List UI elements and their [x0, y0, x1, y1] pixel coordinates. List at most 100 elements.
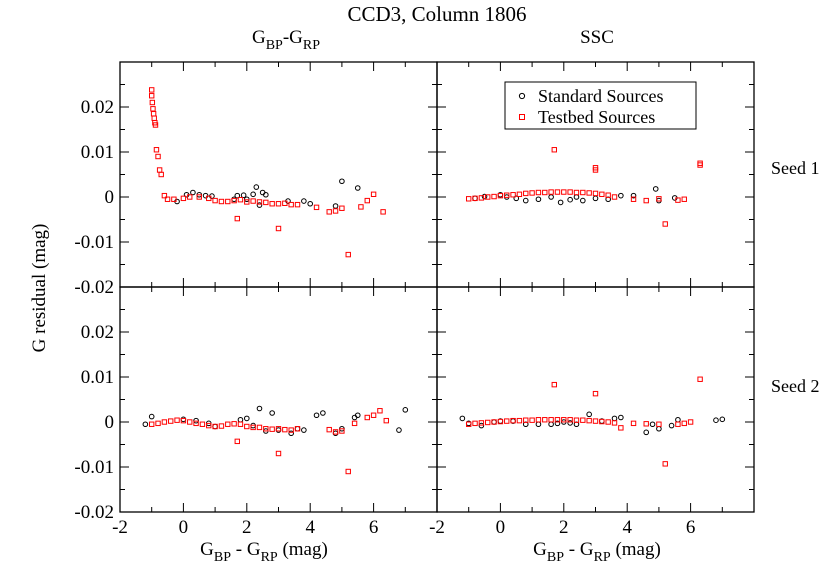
- point-testbed-source: [158, 171, 164, 178]
- x-tick-label: 0: [496, 517, 506, 538]
- point-testbed-source: [592, 167, 599, 173]
- point-testbed-source: [643, 197, 649, 204]
- point-standard-source: [288, 430, 294, 437]
- x-tick-label: -2: [429, 517, 445, 538]
- point-testbed-source: [150, 106, 156, 112]
- point-testbed-source: [542, 189, 548, 196]
- point-testbed-source: [510, 192, 516, 198]
- point-testbed-source: [326, 426, 332, 433]
- point-testbed-source: [466, 421, 472, 427]
- point-standard-source: [256, 202, 263, 208]
- point-testbed-source: [149, 93, 155, 99]
- point-testbed-source: [491, 419, 497, 425]
- point-standard-source: [557, 199, 564, 206]
- point-testbed-source: [294, 426, 301, 432]
- point-testbed-source: [193, 420, 199, 427]
- point-testbed-source: [149, 87, 155, 93]
- point-standard-source: [250, 191, 256, 198]
- point-testbed-source: [364, 414, 370, 421]
- point-testbed-source: [275, 225, 282, 232]
- y-tick-label: 0: [105, 187, 115, 208]
- point-testbed-source: [225, 198, 231, 205]
- legend-marker-circle: [518, 92, 526, 100]
- point-testbed-source: [370, 191, 377, 198]
- point-testbed-source: [662, 461, 668, 467]
- point-testbed-source: [149, 421, 155, 427]
- point-standard-source: [269, 410, 275, 416]
- point-testbed-source: [687, 419, 694, 425]
- point-testbed-source: [491, 193, 497, 200]
- x-tick-label: 2: [559, 517, 569, 538]
- legend-box: [504, 81, 697, 130]
- point-testbed-source: [180, 195, 187, 202]
- point-testbed-source: [605, 192, 611, 198]
- point-testbed-source: [529, 190, 535, 196]
- point-standard-source: [212, 423, 218, 430]
- point-testbed-source: [561, 417, 567, 423]
- point-testbed-source: [275, 426, 282, 432]
- point-testbed-source: [345, 468, 351, 475]
- column-title-left: GBP-GRP: [252, 27, 320, 53]
- point-testbed-source: [156, 167, 163, 173]
- point-testbed-source: [339, 205, 345, 211]
- point-testbed-source: [523, 190, 529, 197]
- point-testbed-source: [551, 381, 557, 388]
- point-testbed-source: [231, 197, 237, 204]
- point-standard-source: [656, 425, 662, 432]
- y-tick-label: -0.01: [74, 457, 114, 478]
- point-testbed-source: [225, 421, 231, 427]
- point-standard-source: [339, 178, 345, 185]
- point-standard-source: [554, 420, 561, 427]
- point-standard-source: [275, 427, 282, 433]
- point-testbed-source: [592, 418, 599, 424]
- panels: -0.02 -0.01 0 0.01 0.02 -2 0 2 4 6 -0.02 -0.01 0 0.01…: [74, 61, 755, 538]
- point-standard-source: [472, 195, 478, 202]
- point-testbed-source: [551, 147, 557, 153]
- point-testbed-source: [161, 419, 168, 425]
- point-testbed-source: [529, 417, 535, 423]
- column-title-right: SSC: [580, 27, 614, 48]
- point-testbed-source: [206, 195, 212, 202]
- point-testbed-source: [630, 196, 637, 202]
- point-testbed-source: [485, 419, 491, 426]
- point-testbed-source: [497, 192, 504, 199]
- point-testbed-source: [542, 417, 548, 423]
- point-standard-source: [240, 192, 247, 198]
- legend-marker-square: [519, 114, 525, 120]
- point-testbed-source: [206, 422, 212, 429]
- point-standard-source: [301, 198, 307, 204]
- panel-r0-c0: -0.02 -0.01 0 0.01 0.02: [74, 61, 438, 298]
- point-standard-source: [491, 419, 497, 425]
- point-testbed-source: [580, 189, 586, 196]
- x-axis-label-right: GBP - GRP (mag): [533, 539, 661, 565]
- point-testbed-source: [681, 420, 687, 427]
- point-testbed-source: [168, 418, 174, 424]
- point-standard-source: [719, 416, 726, 423]
- y-tick-label: 0.01: [81, 142, 114, 163]
- point-standard-source: [675, 416, 681, 423]
- point-standard-source: [294, 425, 301, 432]
- point-testbed-source: [256, 424, 263, 431]
- point-testbed-source: [151, 115, 157, 121]
- point-testbed-source: [187, 419, 193, 425]
- point-testbed-source: [504, 418, 510, 424]
- point-testbed-source: [282, 426, 288, 433]
- point-testbed-source: [472, 195, 478, 202]
- point-standard-source: [478, 422, 485, 429]
- y-tick-label: -0.02: [74, 502, 114, 523]
- point-testbed-source: [611, 194, 618, 200]
- point-testbed-source: [548, 417, 554, 423]
- point-standard-source: [313, 412, 320, 419]
- point-testbed-source: [630, 420, 637, 427]
- point-standard-source: [630, 192, 637, 199]
- point-standard-source: [332, 430, 339, 437]
- point-standard-source: [548, 194, 554, 200]
- y-tick-label: 0.01: [81, 367, 114, 388]
- point-testbed-source: [567, 417, 573, 423]
- point-testbed-source: [573, 417, 580, 423]
- point-standard-source: [535, 196, 542, 203]
- point-testbed-source: [535, 417, 542, 423]
- point-testbed-source: [472, 420, 478, 427]
- point-testbed-source: [675, 197, 681, 203]
